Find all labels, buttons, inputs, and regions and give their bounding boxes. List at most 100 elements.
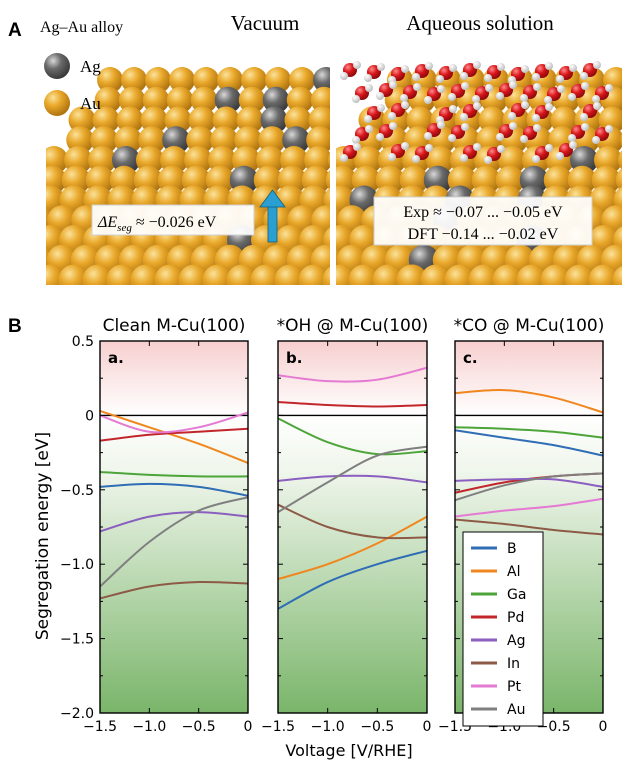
hydrogen-atom	[569, 141, 577, 149]
au-atom	[396, 264, 428, 285]
au-atom	[372, 264, 404, 285]
hydrogen-atom	[581, 82, 589, 90]
au-atom	[516, 264, 548, 285]
x-tick-label: −1.5	[83, 719, 117, 735]
series-line-Au	[454, 472, 604, 502]
au-atom	[92, 106, 120, 134]
hydrogen-atom	[593, 61, 601, 69]
au-atom	[238, 86, 266, 114]
x-axis-label: Voltage [V/RHE]	[285, 741, 412, 760]
hydrogen-atom	[401, 101, 409, 109]
au-atom	[322, 266, 330, 285]
hydrogen-atom	[520, 135, 528, 143]
delta-e-subscript: seg	[117, 222, 132, 234]
au-atom	[444, 264, 476, 285]
series-line-Al	[99, 409, 249, 464]
hydrogen-atom	[413, 83, 421, 91]
hydrogen-atom	[437, 121, 445, 129]
x-tick-label: 0	[244, 719, 253, 735]
hydrogen-atom	[484, 74, 492, 82]
dft-range: DFT −0.14 ... −0.02 eV	[408, 226, 559, 243]
au-atom	[169, 67, 195, 93]
hydrogen-atom	[605, 84, 613, 92]
panel-a-label: A	[8, 20, 22, 41]
hydrogen-atom	[412, 73, 420, 81]
au-atom	[121, 67, 147, 93]
aqueous-annotation: Exp ≈ −0.07 ... −0.05 eV DFT −0.14 ... −…	[373, 196, 593, 246]
series-line-Al	[454, 388, 604, 414]
subplots: Clean M-Cu(100) a. −1.5 −1.0 −0.5 0 0.5 0 −0.5 −1…	[60, 316, 607, 735]
au-atom	[306, 126, 330, 154]
hydrogen-atom	[533, 83, 541, 91]
hydrogen-atom	[592, 136, 600, 144]
au-atom	[540, 264, 572, 285]
subplot-1: Clean M-Cu(100) a. −1.5 −1.0 −0.5 0 0.5 0 −0.5 −1…	[60, 316, 252, 735]
au-atom	[284, 106, 312, 134]
y-axis-label: Segregation energy [eV]	[33, 432, 53, 640]
panel-b-label: B	[8, 316, 22, 337]
au-atom	[164, 106, 192, 134]
hydrogen-atom	[376, 92, 384, 100]
au-atom	[476, 126, 504, 154]
au-atom	[94, 86, 122, 114]
au-atom	[190, 86, 218, 114]
series-line-In	[277, 503, 428, 540]
hydrogen-atom	[353, 143, 361, 151]
au-atom	[142, 86, 170, 114]
au-atom	[140, 106, 168, 134]
au-atom	[348, 264, 380, 285]
au-atom	[210, 126, 238, 154]
hydrogen-atom	[496, 133, 504, 141]
panel-tag: c.	[463, 349, 478, 367]
au-atom	[325, 169, 330, 191]
hydrogen-atom	[460, 154, 468, 162]
vacuum-title: Vacuum	[231, 11, 300, 35]
series-line-Au	[277, 445, 428, 513]
exp-range: Exp ≈ −0.07 ... −0.05 eV	[403, 204, 563, 221]
au-atom	[114, 126, 142, 154]
aqueous-title: Aqueous solution	[406, 11, 554, 35]
hydrogen-atom	[352, 136, 360, 144]
au-atom	[310, 86, 330, 114]
au-atom	[226, 264, 258, 285]
au-atom	[406, 106, 434, 134]
panel-tag: b.	[286, 349, 302, 367]
legend-label-Au: Au	[507, 702, 525, 718]
alloy-title: Ag–Au alloy	[40, 19, 123, 36]
x-tick-label: −0.5	[537, 719, 571, 735]
hydrogen-atom	[545, 103, 553, 111]
ag-atom	[282, 126, 310, 154]
hydrogen-atom	[449, 64, 457, 72]
series-line-Ga	[454, 426, 604, 439]
hydrogen-atom	[340, 72, 348, 80]
subplot-3: *CO @ M-Cu(100)c.−1.5 −1.0 −0.5 0BAlGaPdAgI…	[438, 316, 607, 735]
series-line-Ga	[277, 417, 428, 456]
au-atom	[11, 265, 42, 296]
hydrogen-atom	[389, 81, 397, 89]
au-atom	[145, 67, 171, 93]
hydrogen-atom	[437, 85, 445, 93]
hydrogen-atom	[485, 84, 493, 92]
au-atom	[478, 106, 506, 134]
au-atom	[241, 67, 267, 93]
x-tick-label: 0	[423, 719, 432, 735]
hydrogen-atom	[581, 123, 589, 131]
hydrogen-atom	[569, 64, 577, 72]
subplot-title: *CO @ M-Cu(100)	[454, 316, 605, 336]
series-line-In	[99, 580, 249, 600]
au-atom	[623, 107, 627, 134]
legend-ag-label: Ag	[80, 57, 101, 76]
hydrogen-atom	[448, 93, 456, 101]
series-line-Pd	[99, 427, 249, 442]
au-atom	[328, 152, 330, 168]
au-atom	[492, 264, 524, 285]
hydrogen-atom	[364, 115, 372, 123]
series-line-Au	[99, 496, 249, 588]
hydrogen-atom	[532, 114, 540, 122]
series-line-Al	[277, 515, 428, 581]
hydrogen-atom	[461, 123, 469, 131]
series-line-In	[454, 518, 604, 536]
hydrogen-atom	[472, 95, 480, 103]
hydrogen-atom	[509, 81, 517, 89]
segregation-arrow-icon	[259, 189, 286, 243]
